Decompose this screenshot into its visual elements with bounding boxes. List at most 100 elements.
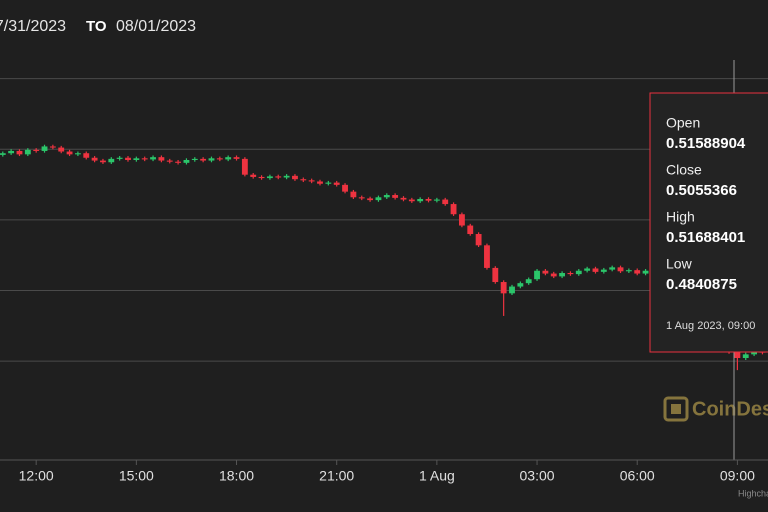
tooltip-label: Low <box>666 256 693 272</box>
candle-body <box>525 279 532 284</box>
candle-body <box>575 270 582 275</box>
x-tick-label: 12:00 <box>19 468 54 484</box>
candle-body <box>500 282 507 294</box>
tooltip-date: 1 Aug 2023, 09:00 <box>666 320 755 332</box>
candle-body <box>734 352 741 359</box>
candle-body <box>250 174 257 177</box>
tooltip-label: Close <box>666 162 702 178</box>
x-tick-label: 18:00 <box>219 468 254 484</box>
x-tick-label: 09:00 <box>720 468 755 484</box>
candle-body <box>600 269 607 272</box>
candle-body <box>150 157 156 160</box>
watermark-icon <box>663 396 689 422</box>
candle-body <box>333 182 340 185</box>
candle-body <box>342 184 348 192</box>
x-tick-label: 1 Aug <box>419 468 455 484</box>
candle-body <box>200 158 207 161</box>
candle-body <box>567 272 574 275</box>
candle-body <box>33 149 40 151</box>
candle-body <box>133 158 140 160</box>
grid <box>0 78 768 362</box>
candle-body <box>425 198 432 201</box>
candle-body <box>158 157 165 161</box>
candle-body <box>241 158 248 175</box>
candle-body <box>742 354 749 359</box>
watermark: CoinDesk <box>663 396 768 422</box>
candle-body <box>16 150 23 155</box>
candle-body <box>550 273 557 277</box>
candle-body <box>350 191 357 198</box>
candle-body <box>642 270 649 274</box>
candle-body <box>325 182 332 184</box>
x-tick-label: 21:00 <box>319 468 354 484</box>
candle-body <box>49 146 56 148</box>
candle-body <box>266 176 273 179</box>
candle-body <box>74 153 81 155</box>
candle-body <box>625 270 632 272</box>
candle-body <box>517 283 524 287</box>
tooltip-value: 0.51588904 <box>666 135 746 152</box>
candle-body <box>492 267 499 283</box>
range-separator: TO <box>86 18 107 35</box>
candle-body <box>375 197 382 201</box>
candle-body <box>584 268 591 271</box>
candle-body <box>166 160 173 162</box>
range-to: 08/01/2023 <box>116 18 196 35</box>
candle-body <box>609 267 616 270</box>
candle-body <box>559 272 566 277</box>
candle-body <box>116 157 123 159</box>
range-from: 07/31/2023 <box>0 18 66 35</box>
candle-body <box>458 214 465 226</box>
candle-body <box>751 350 758 355</box>
candle-body <box>66 151 73 155</box>
candle-body <box>450 204 457 215</box>
candle-body <box>208 158 215 161</box>
candle-body <box>216 158 223 160</box>
candle-body <box>258 176 265 179</box>
credits: Highcharts.com <box>738 488 768 498</box>
x-tick-label: 03:00 <box>520 468 555 484</box>
candle-body <box>300 179 307 181</box>
tooltip-label: Open <box>666 115 700 131</box>
candle-body <box>408 199 415 202</box>
candle-body <box>125 157 131 160</box>
watermark-text: CoinDesk <box>692 398 768 420</box>
candle-body <box>392 195 399 198</box>
candle-body <box>317 181 323 184</box>
candle-body <box>467 225 474 235</box>
tooltip: Open 0.51588904 Close 0.5055366 High 0.5… <box>649 92 768 353</box>
candle-body <box>358 197 365 199</box>
candle-body <box>175 161 182 163</box>
candle-body <box>100 160 106 163</box>
candle-body <box>534 270 540 280</box>
candle-body <box>367 198 374 201</box>
candle-body <box>308 180 315 182</box>
x-axis: 12:00 15:00 18:00 21:00 1 Aug 03:00 06:00 09:00 <box>0 459 768 484</box>
tooltip-value: 0.5055366 <box>666 182 737 199</box>
tooltip-value: 0.51688401 <box>666 229 745 246</box>
candle-body <box>0 153 6 155</box>
candle-body <box>542 270 549 274</box>
tooltip-box <box>649 92 768 353</box>
candle-body <box>592 268 599 272</box>
candle-body <box>141 158 148 160</box>
candle-body <box>8 150 15 154</box>
candle-body <box>225 157 232 160</box>
candle-body <box>283 175 290 178</box>
watermark-icon <box>671 404 681 414</box>
x-tick-label: 06:00 <box>620 468 655 484</box>
candle-body <box>433 199 440 201</box>
candle-body <box>383 195 390 198</box>
candle-body <box>233 157 240 159</box>
candle-body <box>400 197 407 200</box>
candle-body <box>24 149 31 155</box>
candle-body <box>191 158 198 160</box>
candle-body <box>292 175 298 180</box>
candle-body <box>58 147 65 152</box>
candle-body <box>475 234 482 246</box>
candle-body <box>183 160 190 163</box>
candle-body <box>442 199 449 205</box>
candle-body <box>617 267 624 272</box>
